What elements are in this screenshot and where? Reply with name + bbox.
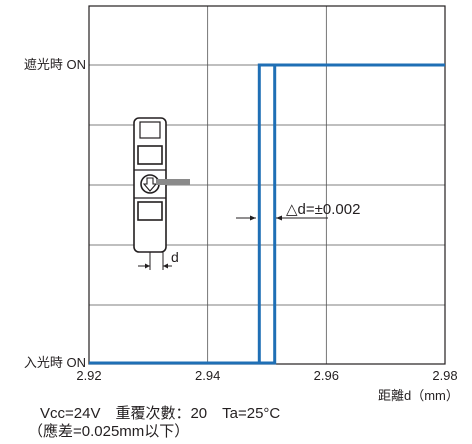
x-tick-label: 2.94	[195, 368, 220, 383]
x-axis-label: 距離d（mm）	[378, 388, 459, 403]
sensor-top-cap	[139, 121, 161, 139]
sensor-indicator-arrow	[142, 177, 158, 192]
hysteresis-label: △d=±0.002	[286, 201, 360, 218]
series-group	[89, 63, 445, 365]
hysteresis-arrowhead-right	[276, 215, 282, 221]
caption-line-2: （應差=0.025mm以下）	[28, 423, 190, 440]
sensor-dim-arrowhead-right	[163, 263, 168, 269]
sensor-dim-label: d	[171, 249, 179, 265]
caption-line-1: Vcc=24V 重覆次數：20 Ta=25°C	[40, 405, 281, 422]
series-line-2	[89, 63, 445, 365]
x-tick-label: 2.92	[76, 368, 101, 383]
sensor-dim-arrowhead-left	[145, 263, 150, 269]
sensor-lower-window	[137, 201, 163, 221]
sensor-target-bar	[156, 179, 190, 185]
sensor-upper-window	[137, 145, 163, 165]
hysteresis-annotation: △d=±0.002	[236, 201, 360, 221]
x-tick-label: 2.96	[314, 368, 339, 383]
sensor-illustration: d	[133, 117, 190, 270]
y-tick-label: 遮光時 ON	[24, 57, 86, 72]
tick-labels: 2.92 2.94 2.96 2.98 入光時 ON 遮光時 ON	[24, 57, 458, 383]
hysteresis-arrowhead-left	[250, 215, 256, 221]
y-tick-label: 入光時 ON	[24, 355, 86, 370]
x-tick-label: 2.98	[432, 368, 457, 383]
